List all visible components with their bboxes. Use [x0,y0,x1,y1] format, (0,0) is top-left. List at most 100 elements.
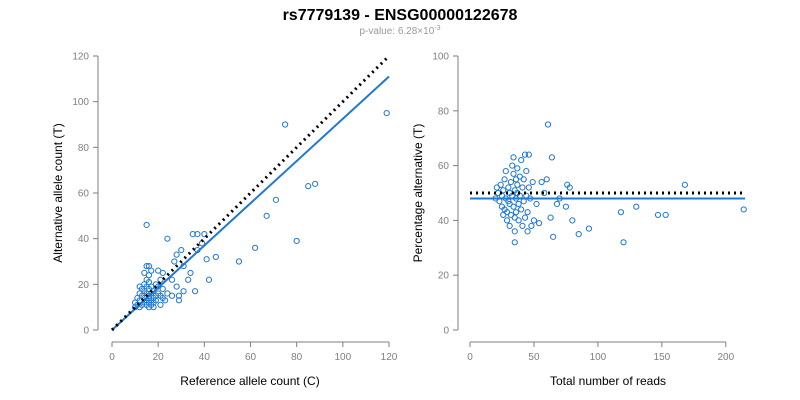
x-tick-label: 0 [109,352,115,363]
data-point [518,157,525,164]
data-point [529,178,536,186]
data-point [543,176,550,183]
data-point [562,203,570,210]
data-point [550,233,557,240]
panel-percentage-alternative: 0 50 100 150 200 0 20 40 60 80 100 Total number of … [411,52,747,388]
y-tick-label: 100 [432,52,449,63]
y-tick-label: 80 [78,143,90,154]
chart-title: rs7779139 - ENSG00000122678 [283,7,518,24]
data-point [566,184,573,191]
y-tick-label: 100 [72,97,89,108]
y-tick-label: 20 [78,280,90,291]
data-point [159,285,166,292]
data-point [293,237,300,245]
data-point [510,154,517,161]
data-point [157,301,164,308]
data-point [235,258,243,265]
data-point [180,288,187,295]
data-point [178,246,185,254]
data-point [575,231,582,238]
data-point [148,267,155,274]
data-point [523,167,530,175]
x-tick-label: 50 [528,352,540,363]
data-point [548,154,555,161]
data-point [512,209,520,216]
data-point [510,170,517,177]
y-tick-label: 80 [438,106,450,117]
expected-line [110,54,391,332]
chart-subtitle: p-value: 6.28×10-3 [359,25,440,37]
data-point [157,276,164,283]
data-point [503,217,511,224]
data-point [740,206,747,213]
data-point [143,262,150,270]
x-tick-label: 40 [199,352,211,363]
data-point [520,176,527,183]
data-point [681,181,688,188]
x-tick-label: 0 [467,352,473,363]
data-point [514,165,521,172]
x-tick-label: 20 [153,352,165,363]
data-point [168,276,176,283]
data-point [553,200,561,208]
data-point [521,214,529,221]
fit-line [111,75,390,331]
data-point [585,225,593,232]
data-point [175,297,183,304]
panel-allele-counts: 0 20 40 60 80 100 120 0 20 40 60 80 100 120 Reference … [51,52,398,389]
data-point [538,178,545,186]
data-point [528,222,535,229]
data-point [497,181,504,188]
data-point [569,217,576,224]
data-point [263,212,270,219]
x-tick-label: 200 [717,352,734,363]
x-tick-label: 100 [334,352,351,363]
data-point [152,297,159,304]
y-tick-label: 20 [438,271,450,282]
data-point [507,178,515,186]
y-tick-label: 120 [72,52,89,63]
data-point [305,183,312,190]
data-point [175,292,183,299]
data-point [194,231,201,238]
data-point [212,253,219,261]
data-point [159,269,166,277]
data-point [161,297,169,304]
data-point [187,269,194,277]
data-point [547,214,554,221]
data-point [171,258,178,265]
data-point [662,211,669,219]
data-point [533,200,540,208]
data-point [544,121,552,128]
data-point [519,184,526,191]
data-point [502,167,509,175]
data-point [168,292,176,299]
data-point [515,217,522,224]
data-point [617,209,625,216]
data-point [252,244,259,251]
data-point [524,209,531,216]
data-point [501,176,508,183]
data-point [203,256,210,263]
y-tick-label: 60 [78,189,90,200]
data-point [530,217,538,224]
data-point [506,222,513,229]
x-axis-title: Total number of reads [550,374,666,388]
data-point [173,251,180,258]
data-point [525,151,532,158]
data-point [205,276,213,283]
data-point [500,187,507,194]
data-point [515,200,522,208]
data-point [383,109,390,117]
data-point [518,206,525,213]
x-tick-label: 120 [381,352,398,363]
data-point [201,231,208,238]
data-point [282,121,289,128]
x-tick-label: 150 [654,352,671,363]
data-point [524,228,531,235]
y-tick-label: 40 [78,234,90,245]
data-point [509,162,516,169]
data-point [143,221,150,229]
